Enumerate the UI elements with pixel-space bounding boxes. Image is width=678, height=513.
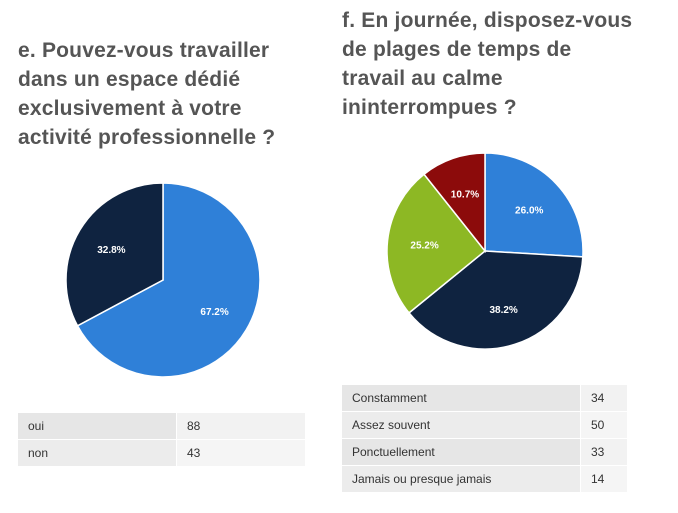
slice-percent-label: 67.2% (200, 307, 228, 318)
table-row: Constamment 34 (342, 385, 627, 412)
table-row: non 43 (18, 440, 305, 467)
answer-table-e: oui 88 non 43 (18, 413, 305, 467)
question-f-title: f. En journée, disposez-vous de plages d… (342, 9, 633, 119)
slice-percent-label: 38.2% (489, 305, 517, 316)
pie-slice-ponctuellement (386, 173, 487, 314)
answer-label: non (18, 440, 176, 467)
question-e-title: e. Pouvez-vous travailler dans un espace… (18, 39, 276, 149)
pie-slice-constamment (484, 152, 584, 258)
slice-percent-label: 32.8% (97, 245, 125, 256)
answer-label: Constamment (342, 385, 580, 412)
answer-label: Jamais ou presque jamais (342, 466, 580, 493)
survey-question-e: e. Pouvez-vous travailler dans un espace… (18, 0, 318, 513)
answer-label: Assez souvent (342, 412, 580, 439)
pie-chart-e: 67.2% 32.8% (65, 182, 261, 378)
table-row: Jamais ou presque jamais 14 (342, 466, 627, 493)
answer-count: 43 (176, 440, 305, 467)
survey-question-f: f. En journée, disposez-vous de plages d… (342, 0, 642, 513)
slice-percent-label: 10.7% (451, 190, 479, 201)
pie-slice-jamais-ou-presque-jamais (422, 152, 486, 254)
pie-slice-oui (76, 182, 261, 378)
table-row: oui 88 (18, 413, 305, 440)
answer-count: 14 (580, 466, 627, 493)
answer-label: Ponctuellement (342, 439, 580, 466)
answer-count: 33 (580, 439, 627, 466)
answer-table-f: Constamment 34 Assez souvent 50 Ponctuel… (342, 385, 627, 493)
slice-percent-label: 25.2% (410, 240, 438, 251)
slice-percent-label: 26.0% (515, 205, 543, 216)
answer-count: 34 (580, 385, 627, 412)
answer-label: oui (18, 413, 176, 440)
answer-count: 88 (176, 413, 305, 440)
table-row: Ponctuellement 33 (342, 439, 627, 466)
answer-count: 50 (580, 412, 627, 439)
pie-slice-non (65, 182, 164, 327)
table-row: Assez souvent 50 (342, 412, 627, 439)
pie-chart-f: 26.0% 38.2% 25.2% 10.7% (386, 152, 584, 350)
pie-slice-assez-souvent (407, 250, 584, 350)
